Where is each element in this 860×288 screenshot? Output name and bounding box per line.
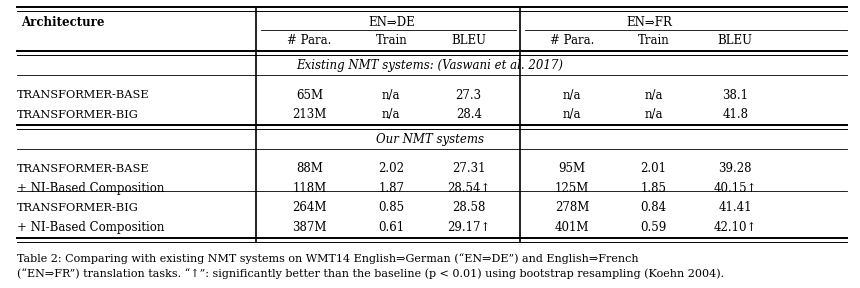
- Text: 95M: 95M: [558, 162, 586, 175]
- Text: TRANSFORMER-BASE: TRANSFORMER-BASE: [17, 90, 150, 100]
- Text: 28.58: 28.58: [452, 201, 485, 215]
- Text: 27.3: 27.3: [456, 88, 482, 102]
- Text: 41.41: 41.41: [719, 201, 752, 215]
- Text: 39.28: 39.28: [719, 162, 752, 175]
- Text: 88M: 88M: [296, 162, 323, 175]
- Text: 1.87: 1.87: [378, 182, 404, 195]
- Text: EN⇒FR: EN⇒FR: [626, 16, 673, 29]
- Text: 0.85: 0.85: [378, 201, 404, 215]
- Text: 2.01: 2.01: [641, 162, 667, 175]
- Text: 28.4: 28.4: [456, 108, 482, 121]
- Text: 125M: 125M: [555, 182, 589, 195]
- Text: # Para.: # Para.: [550, 33, 594, 47]
- Text: n/a: n/a: [562, 88, 581, 102]
- Text: TRANSFORMER-BIG: TRANSFORMER-BIG: [17, 110, 139, 120]
- Text: 0.61: 0.61: [378, 221, 404, 234]
- Text: 401M: 401M: [555, 221, 589, 234]
- Text: n/a: n/a: [644, 88, 663, 102]
- Text: Table 2: Comparing with existing NMT systems on WMT14 English⇒German (“EN⇒DE”) a: Table 2: Comparing with existing NMT sys…: [17, 253, 724, 279]
- Text: # Para.: # Para.: [287, 33, 332, 47]
- Text: Our NMT systems: Our NMT systems: [376, 133, 484, 146]
- Text: Architecture: Architecture: [22, 16, 105, 29]
- Text: 0.59: 0.59: [641, 221, 667, 234]
- Text: 1.85: 1.85: [641, 182, 667, 195]
- Text: + NI-Based Composition: + NI-Based Composition: [17, 221, 164, 234]
- Text: EN⇒DE: EN⇒DE: [368, 16, 415, 29]
- Text: BLEU: BLEU: [718, 33, 752, 47]
- Text: 27.31: 27.31: [452, 162, 485, 175]
- Text: n/a: n/a: [382, 88, 401, 102]
- Text: TRANSFORMER-BIG: TRANSFORMER-BIG: [17, 203, 139, 213]
- Text: 29.17↑: 29.17↑: [447, 221, 490, 234]
- Text: 118M: 118M: [292, 182, 327, 195]
- Text: 264M: 264M: [292, 201, 327, 215]
- Text: + NI-Based Composition: + NI-Based Composition: [17, 182, 164, 195]
- Text: 40.15↑: 40.15↑: [714, 182, 757, 195]
- Text: 38.1: 38.1: [722, 88, 748, 102]
- Text: TRANSFORMER-BASE: TRANSFORMER-BASE: [17, 164, 150, 174]
- Text: 65M: 65M: [296, 88, 323, 102]
- Text: 28.54↑: 28.54↑: [447, 182, 490, 195]
- Text: 42.10↑: 42.10↑: [714, 221, 757, 234]
- Text: n/a: n/a: [562, 108, 581, 121]
- Text: Existing NMT systems: (Vaswani et al. 2017): Existing NMT systems: (Vaswani et al. 20…: [297, 59, 563, 73]
- Text: Train: Train: [376, 33, 407, 47]
- Text: 213M: 213M: [292, 108, 327, 121]
- Text: 41.8: 41.8: [722, 108, 748, 121]
- Text: 387M: 387M: [292, 221, 327, 234]
- Text: 0.84: 0.84: [641, 201, 667, 215]
- Text: 278M: 278M: [555, 201, 589, 215]
- Text: BLEU: BLEU: [452, 33, 486, 47]
- Text: Train: Train: [638, 33, 669, 47]
- Text: n/a: n/a: [644, 108, 663, 121]
- Text: 2.02: 2.02: [378, 162, 404, 175]
- Text: n/a: n/a: [382, 108, 401, 121]
